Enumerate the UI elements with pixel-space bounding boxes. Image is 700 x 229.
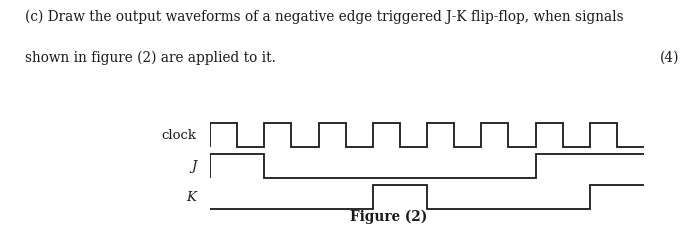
Text: Figure (2): Figure (2) xyxy=(350,210,427,224)
Text: (c) Draw the output waveforms of a negative edge triggered J-K flip-flop, when s: (c) Draw the output waveforms of a negat… xyxy=(25,9,623,24)
Text: K: K xyxy=(187,191,197,204)
Text: J: J xyxy=(191,160,197,172)
Text: clock: clock xyxy=(162,128,197,142)
Text: shown in figure (2) are applied to it.: shown in figure (2) are applied to it. xyxy=(25,50,275,65)
Text: (4): (4) xyxy=(659,50,679,64)
